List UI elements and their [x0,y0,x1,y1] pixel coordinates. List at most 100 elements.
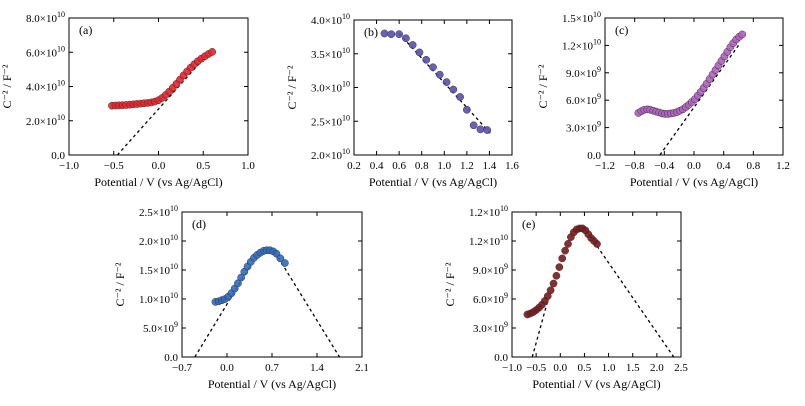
panel-3-y-tick-label-4: 1.2×1010 [562,37,601,52]
panel-3-x-tick-label-1: −0.8 [625,160,645,172]
panel-2-data-point-5 [415,48,424,57]
panel-1-y-tick-label-4: 8.0×1010 [26,10,65,25]
panel-3-x-axis-title: Potential / V (vs Ag/AgCl) [630,175,758,189]
panel-2-plot-frame [353,19,513,156]
panel-5-group: −1.0 −0.5 0.0 0.5 1.0 1.5 2.0 2.5 0.0 3.0×109 6.0×… [443,204,688,391]
panel-3-data-point-35 [738,30,747,39]
panel-4-x-tick-label-0: −0.7 [172,362,192,374]
panel-3-y-tick-label-3: 9.0×109 [566,65,601,80]
panel-3-group: −1.2 −0.8 −0.4 0.0 0.4 0.8 1.2 0.0 3.0×109 6.0×10… [536,10,790,189]
panel-4-plot-frame [181,211,363,358]
panel-2-panel-label: (b) [364,25,378,39]
panel-5-x-tick-label-7: 2.5 [674,362,688,374]
panel-5-data-point-14 [564,240,572,248]
panel-5-y-tick-label-5: 1.2×1010 [469,204,508,219]
panel-2-data-point-6 [422,55,431,64]
panel-1-x-tick-label-0: −1.0 [59,160,79,172]
panel-5-data-point-8 [546,286,555,295]
panel-5-x-tick-label-6: 2.0 [650,362,664,374]
panel-2-data-point-0 [380,29,389,38]
panel-5-x-tick-label-2: 0.0 [553,362,567,374]
panel-4-x-tick-label-2: 0.7 [265,362,279,374]
panel-1-panel-label: (a) [79,23,92,37]
panel-2-y-tick-label-1: 2.5×1010 [311,113,350,128]
panel-2-x-tick-label-2: 0.6 [392,160,406,172]
panel-2-x-tick-label-0: 0.2 [347,160,361,172]
panel-1-group: −1.0 −0.5 0.0 0.5 1.0 0.0 2.0×1010 4.0×1010 6.0×… [0,10,255,189]
panel-5-data-point-9 [549,279,558,288]
panel-4-x-tick-label-3: 1.4 [310,362,324,374]
panel-4-y-tick-label-1: 5.0×109 [143,320,178,335]
panel-5-fit-line-0 [531,298,549,358]
panel-4-data-point-20 [276,254,285,263]
panel-5-data-point-11 [555,263,564,271]
panel-5-fit-line-1 [586,230,675,358]
panel-3-x-tick-label-0: −1.2 [595,160,615,172]
panel-4-y-tick-label-5: 2.5×1010 [139,204,178,219]
panel-4-x-tick-label-4: 2.1 [355,362,369,374]
panel-1-y-tick-label-1: 2.0×1010 [26,113,65,128]
panel-2-data-point-9 [442,78,451,86]
panel-3-fit-line-0 [659,45,740,156]
panel-2-x-tick-label-5: 1.2 [460,160,474,172]
panel-3-x-tick-label-6: 1.2 [776,160,790,172]
panel-4-y-tick-label-0: 0.0 [164,352,178,364]
panel-1-x-tick-label-4: 1.0 [241,160,255,172]
panel-2-data-point-8 [435,70,444,79]
panel-1-x-tick-label-1: −0.5 [104,160,124,172]
panel-3-plot-frame [604,17,784,156]
panel-5-x-tick-label-4: 1.0 [602,362,616,374]
panel-2-x-tick-label-6: 1.4 [483,160,497,172]
panel-5-y-axis-title: C⁻² / F⁻² [443,262,457,306]
panel-2-data-point-15 [483,126,492,134]
panel-2-data-point-2 [395,30,403,39]
panel-4-panel-label: (d) [192,217,206,231]
panel-4-data-point-21 [281,259,289,267]
panel-1-x-tick-label-2: 0.0 [152,160,166,172]
panel-5-data-point-24 [593,240,601,248]
panel-4-y-tick-label-4: 2.0×1010 [139,233,178,248]
panel-3-y-axis-title: C⁻² / F⁻² [536,64,550,108]
panel-3-panel-label: (c) [615,23,628,37]
panel-3-y-tick-label-5: 1.5×1010 [562,10,601,25]
panel-2-data-point-14 [476,125,485,134]
panel-2-x-tick-label-4: 1.0 [437,160,451,172]
panel-1-x-tick-label-3: 0.5 [196,160,210,172]
panel-2-data-point-12 [463,105,471,114]
panel-3-x-tick-label-3: 0.0 [687,160,701,172]
panel-4-data-point-8 [237,273,245,282]
panel-4-y-axis-title: C⁻² / F⁻² [113,262,127,306]
panel-2-x-axis-title: Potential / V (vs Ag/AgCl) [369,175,497,189]
panel-4-fit-line-1 [274,252,341,358]
panel-2-x-tick-label-3: 0.8 [415,160,429,172]
panel-1-plot-frame [68,17,249,156]
panel-2-x-tick-label-7: 1.6 [505,160,519,172]
panel-5-x-tick-label-0: −1.0 [502,362,522,374]
panel-1-y-tick-label-3: 6.0×1010 [26,44,65,59]
panel-3-x-tick-label-5: 0.8 [746,160,760,172]
panel-1-y-axis-title: C⁻² / F⁻² [0,64,14,108]
panel-4-y-tick-label-3: 1.5×1010 [139,262,178,277]
panel-2-x-tick-label-1: 0.4 [370,160,384,172]
panel-5-x-tick-label-3: 0.5 [578,362,592,374]
panel-3-y-tick-label-0: 0.0 [587,150,601,162]
panel-2-y-tick-label-3: 3.5×1010 [311,46,350,61]
panel-5-plot-frame [511,211,682,358]
panel-2-y-tick-label-4: 4.0×1010 [311,12,350,27]
panel-4-x-tick-label-1: 0.0 [220,362,234,374]
panel-2-y-tick-label-0: 2.0×1010 [311,147,350,162]
panel-5-y-tick-label-0: 0.0 [494,352,508,364]
panel-4-data-point-7 [234,279,242,288]
panel-1-y-tick-label-2: 4.0×1010 [26,79,65,94]
panel-1-x-axis-title: Potential / V (vs Ag/AgCl) [94,175,222,189]
panel-5-data-point-10 [552,271,561,280]
panel-5-x-axis-title: Potential / V (vs Ag/AgCl) [532,377,660,391]
panel-1-y-tick-label-0: 0.0 [51,150,65,162]
panel-2-data-point-7 [429,63,437,72]
panel-5-data-point-13 [561,246,569,255]
panel-2-data-point-13 [469,121,478,130]
panel-5-y-tick-label-3: 9.0×109 [473,262,508,277]
panel-5-x-tick-label-1: −0.5 [526,362,546,374]
panel-3-y-tick-label-2: 6.0×109 [566,92,601,107]
panel-2-group: 0.2 0.4 0.6 0.8 1.0 1.2 1.4 1.6 2.0×1010 2.5×1010… [285,12,519,189]
